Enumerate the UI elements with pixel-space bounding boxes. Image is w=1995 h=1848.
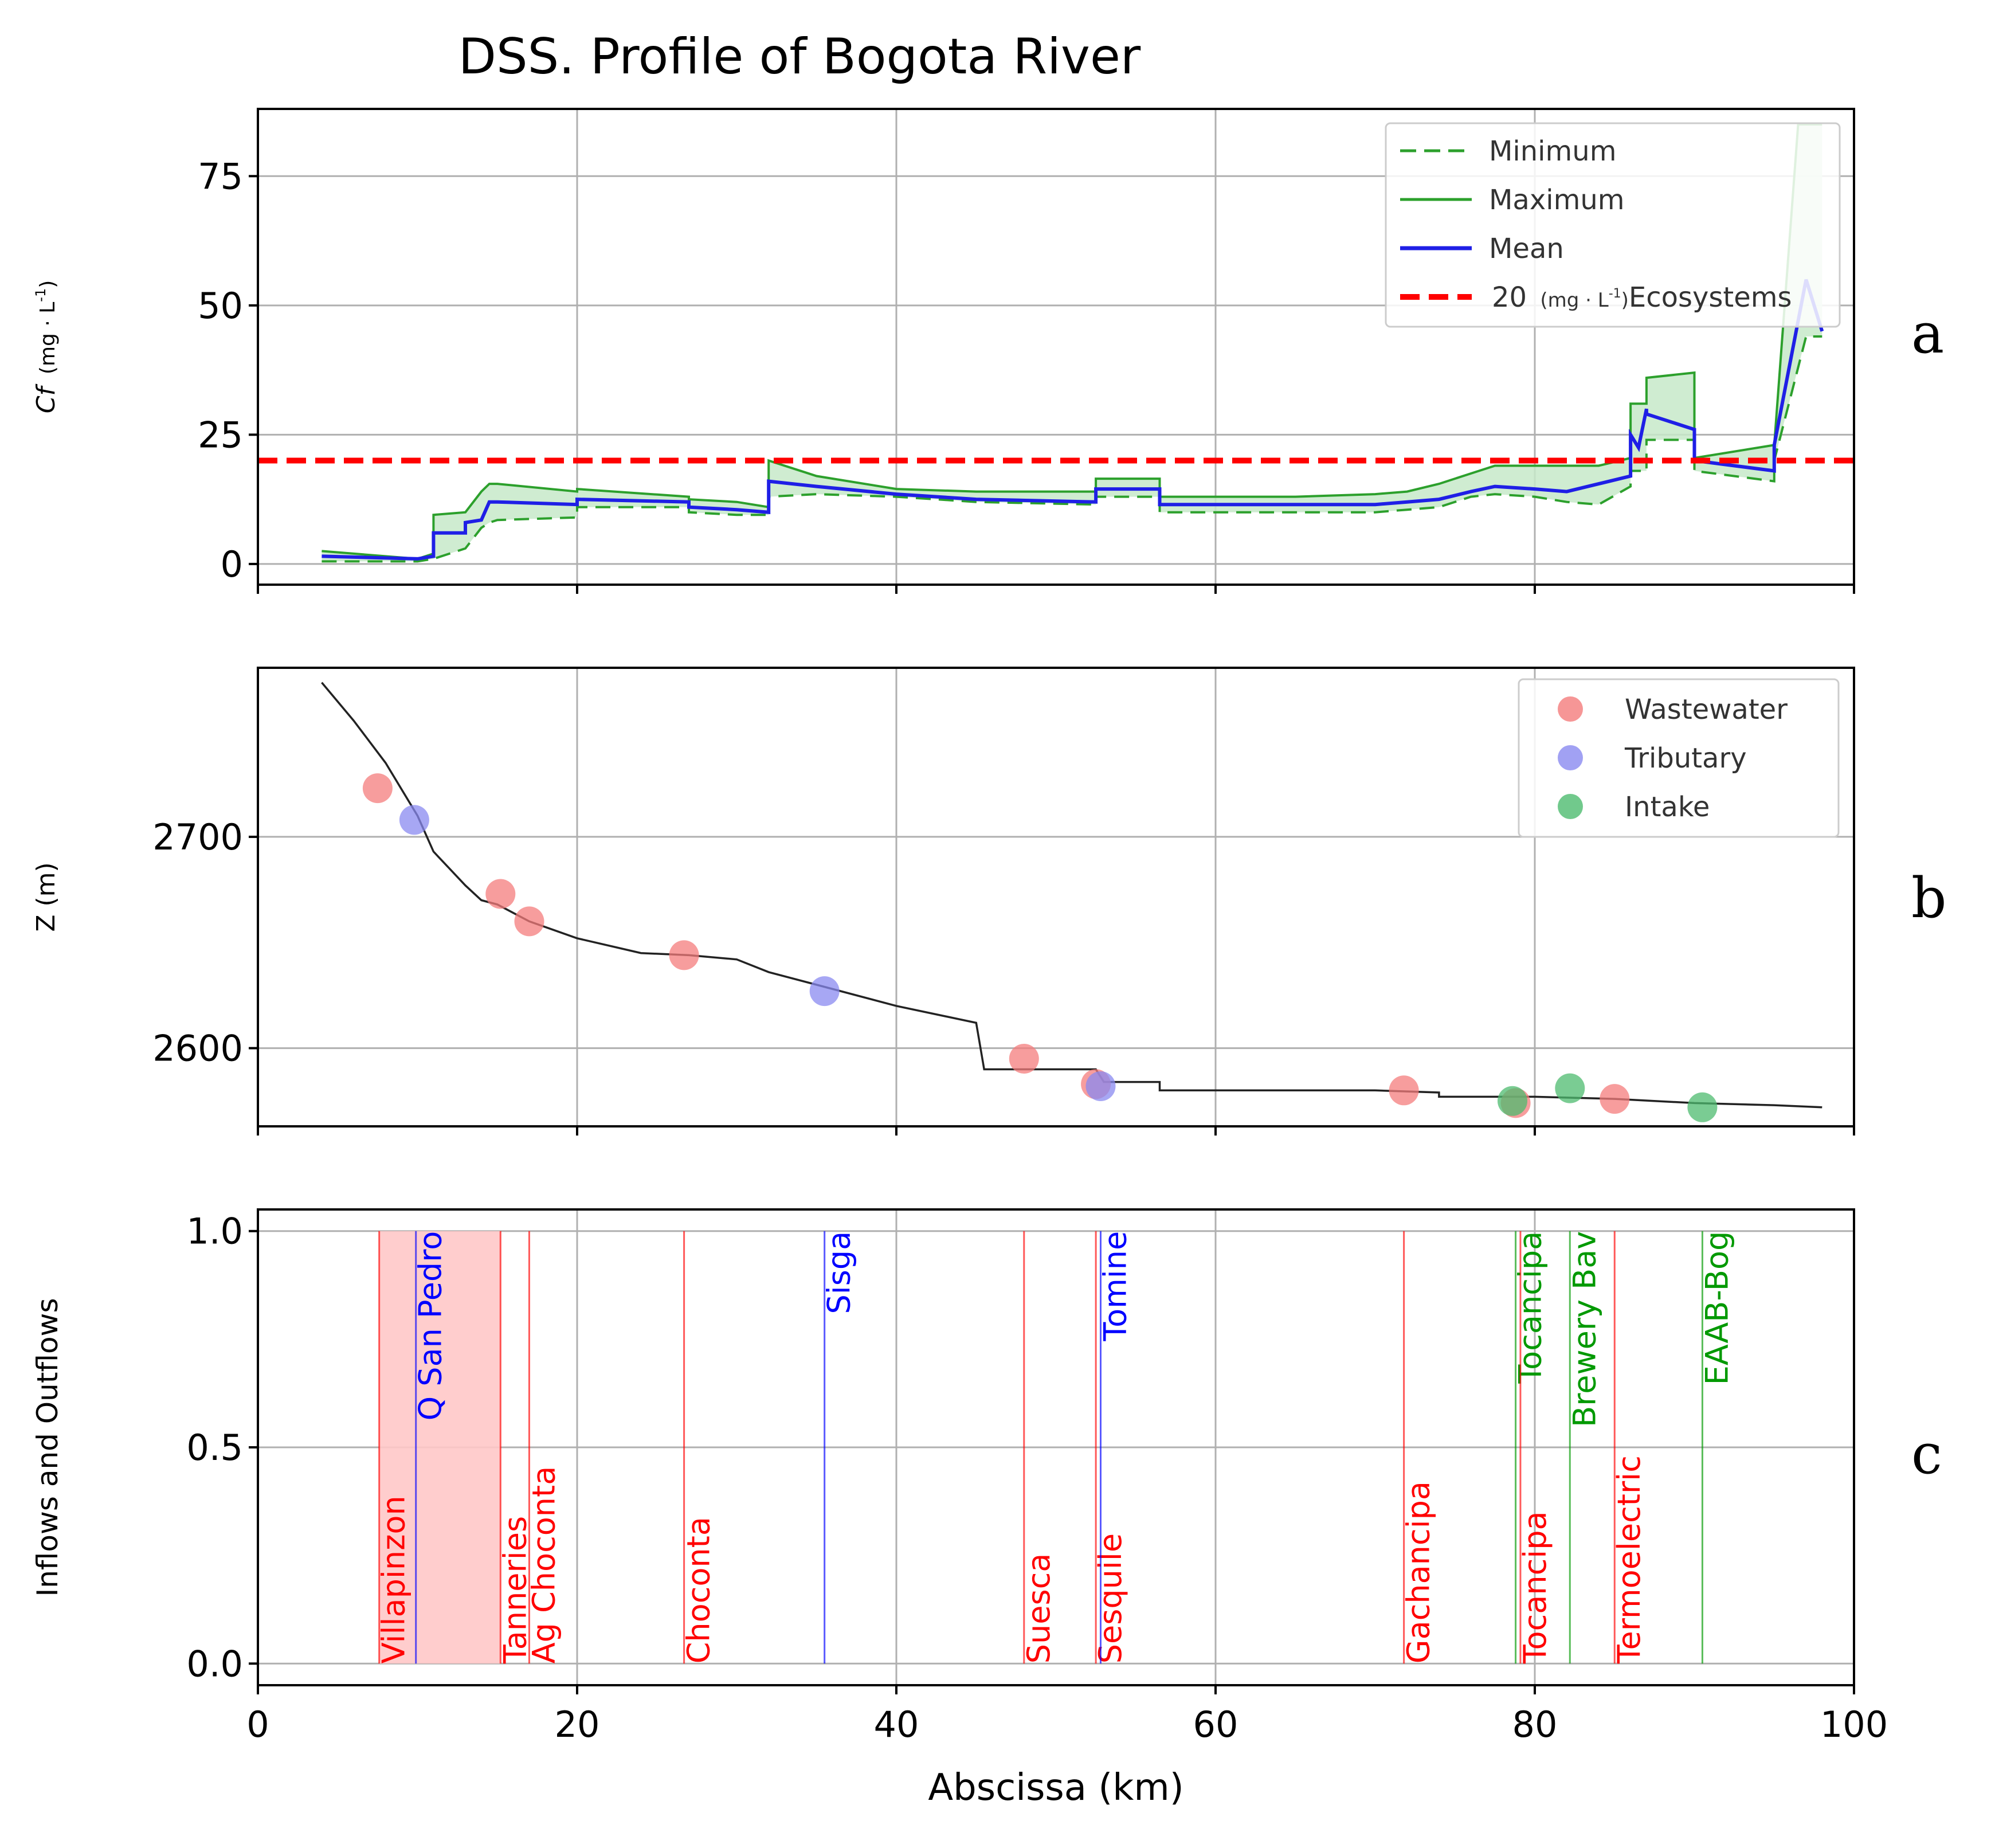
event-label: Choconta [681,1517,717,1663]
river-profile-line [321,682,1822,1109]
panel-a-ytick-label: 50 [198,285,243,327]
panel-a-ylabel: Cf (mg · L-1) [32,280,61,414]
legend-intake-label: Intake [1625,791,1710,823]
event-label: Termoelectric [1611,1455,1647,1664]
panel-b-frame [257,667,1855,1127]
event-label: Sesquile [1092,1533,1128,1663]
panel-a-frame [257,108,1855,586]
panel-c-ticks: 0.0 0.5 1.0 [186,1211,1855,1694]
event-label: Tomine [1097,1231,1133,1342]
wastewater-point [1009,1044,1039,1074]
x-tick-label: 20 [555,1704,600,1745]
series-maximum-line [322,123,1822,560]
event-label: Sisga [821,1231,857,1314]
panel-c-grid [258,1209,1854,1685]
figure-title: DSS. Profile of Bogota River [458,28,1141,85]
legend-threshold-label: 20 (mg · L-1)Ecosystems [1492,281,1792,314]
panel-b-ticks: 2600 2700 [152,816,1855,1136]
legend-tributary-label: Tributary [1624,742,1747,774]
tributary-point [399,805,429,835]
wastewater-point [1600,1084,1630,1114]
panel-c-ytick-label: 0.5 [186,1427,243,1469]
min-max-band [322,124,1822,562]
panel-a-ytick-label: 0 [221,543,243,585]
panel-a-ytick-label: 25 [198,414,243,456]
wastewater-point [362,773,393,804]
panel-a-data [258,123,1854,563]
event-label: EAAB-Bog [1699,1231,1735,1385]
intake-point [1687,1092,1718,1122]
tributary-point [809,976,840,1007]
panel-a-ytick-label: 75 [198,155,243,197]
wastewater-span-band [379,1231,501,1664]
legend-wastewater-marker [1558,696,1583,722]
panel-c-ylabel: Inflows and Outflows [31,1298,64,1597]
wastewater-point [669,940,699,970]
legend-wastewater-label: Wastewater [1625,694,1788,726]
x-axis-label: Abscissa (km) [928,1767,1183,1809]
tributary-point [1085,1071,1116,1101]
panel-a-tag: a [1911,302,1944,366]
panel-a-legend-box [1385,122,1841,328]
panel-b-ytick-label: 2700 [152,816,243,858]
x-tick-label: 80 [1512,1704,1558,1745]
panel-c-ytick-label: 0.0 [186,1643,243,1685]
x-tick-label: 0 [246,1704,269,1745]
legend-tributary-marker [1558,745,1583,770]
series-mean-line [322,279,1824,561]
panel-b: 2600 2700 Z (m) Wastewater Tributary Inta… [32,667,1946,1136]
panel-b-legend-box [1518,678,1840,838]
event-label: Tocancipa [1512,1231,1549,1384]
x-tick-label: 100 [1820,1704,1888,1745]
intake-point [1555,1073,1585,1103]
wastewater-point [485,879,516,909]
panel-c-ytick-label: 1.0 [186,1211,243,1252]
panel-b-ylabel: Z (m) [32,862,61,931]
x-tick-label: 60 [1193,1704,1238,1745]
event-label: Villapinzon [376,1495,412,1663]
panel-a-legend: Minimum Maximum Mean 20 (mg · L-1)Ecosys… [1385,122,1841,328]
wastewater-point [514,906,544,937]
intake-point [1498,1086,1527,1116]
legend-mean-label: Mean [1489,233,1564,265]
event-label: Suesca [1021,1553,1057,1664]
x-tick-label: 40 [874,1704,919,1745]
wastewater-point [1389,1075,1419,1106]
event-label: Tanneries [497,1516,533,1664]
x-axis-ticks: 0 20 40 60 80 100 [246,1704,1888,1745]
event-label: Brewery Bav [1566,1231,1602,1427]
event-label: Tocancipa [1517,1511,1553,1664]
event-label: Gachancipa [1401,1481,1437,1663]
panel-b-tag: b [1911,866,1946,930]
series-minimum-line [322,335,1822,563]
panel-a-ticks: 0 25 50 75 [198,155,1855,594]
legend-maximum-label: Maximum [1489,184,1625,216]
panel-b-ytick-label: 2600 [152,1028,243,1070]
panel-b-data [321,682,1822,1122]
panel-c-tag: c [1911,1422,1942,1486]
panel-b-legend: Wastewater Tributary Intake [1518,678,1840,838]
event-label: Q San Pedro [413,1231,449,1421]
event-label: Ag Choconta [526,1466,562,1664]
legend-minimum-label: Minimum [1489,135,1616,167]
panel-a: 0 25 50 75 Cf (mg · L-1) Minimum Maximum Me… [32,108,1944,594]
legend-intake-marker [1558,794,1583,819]
